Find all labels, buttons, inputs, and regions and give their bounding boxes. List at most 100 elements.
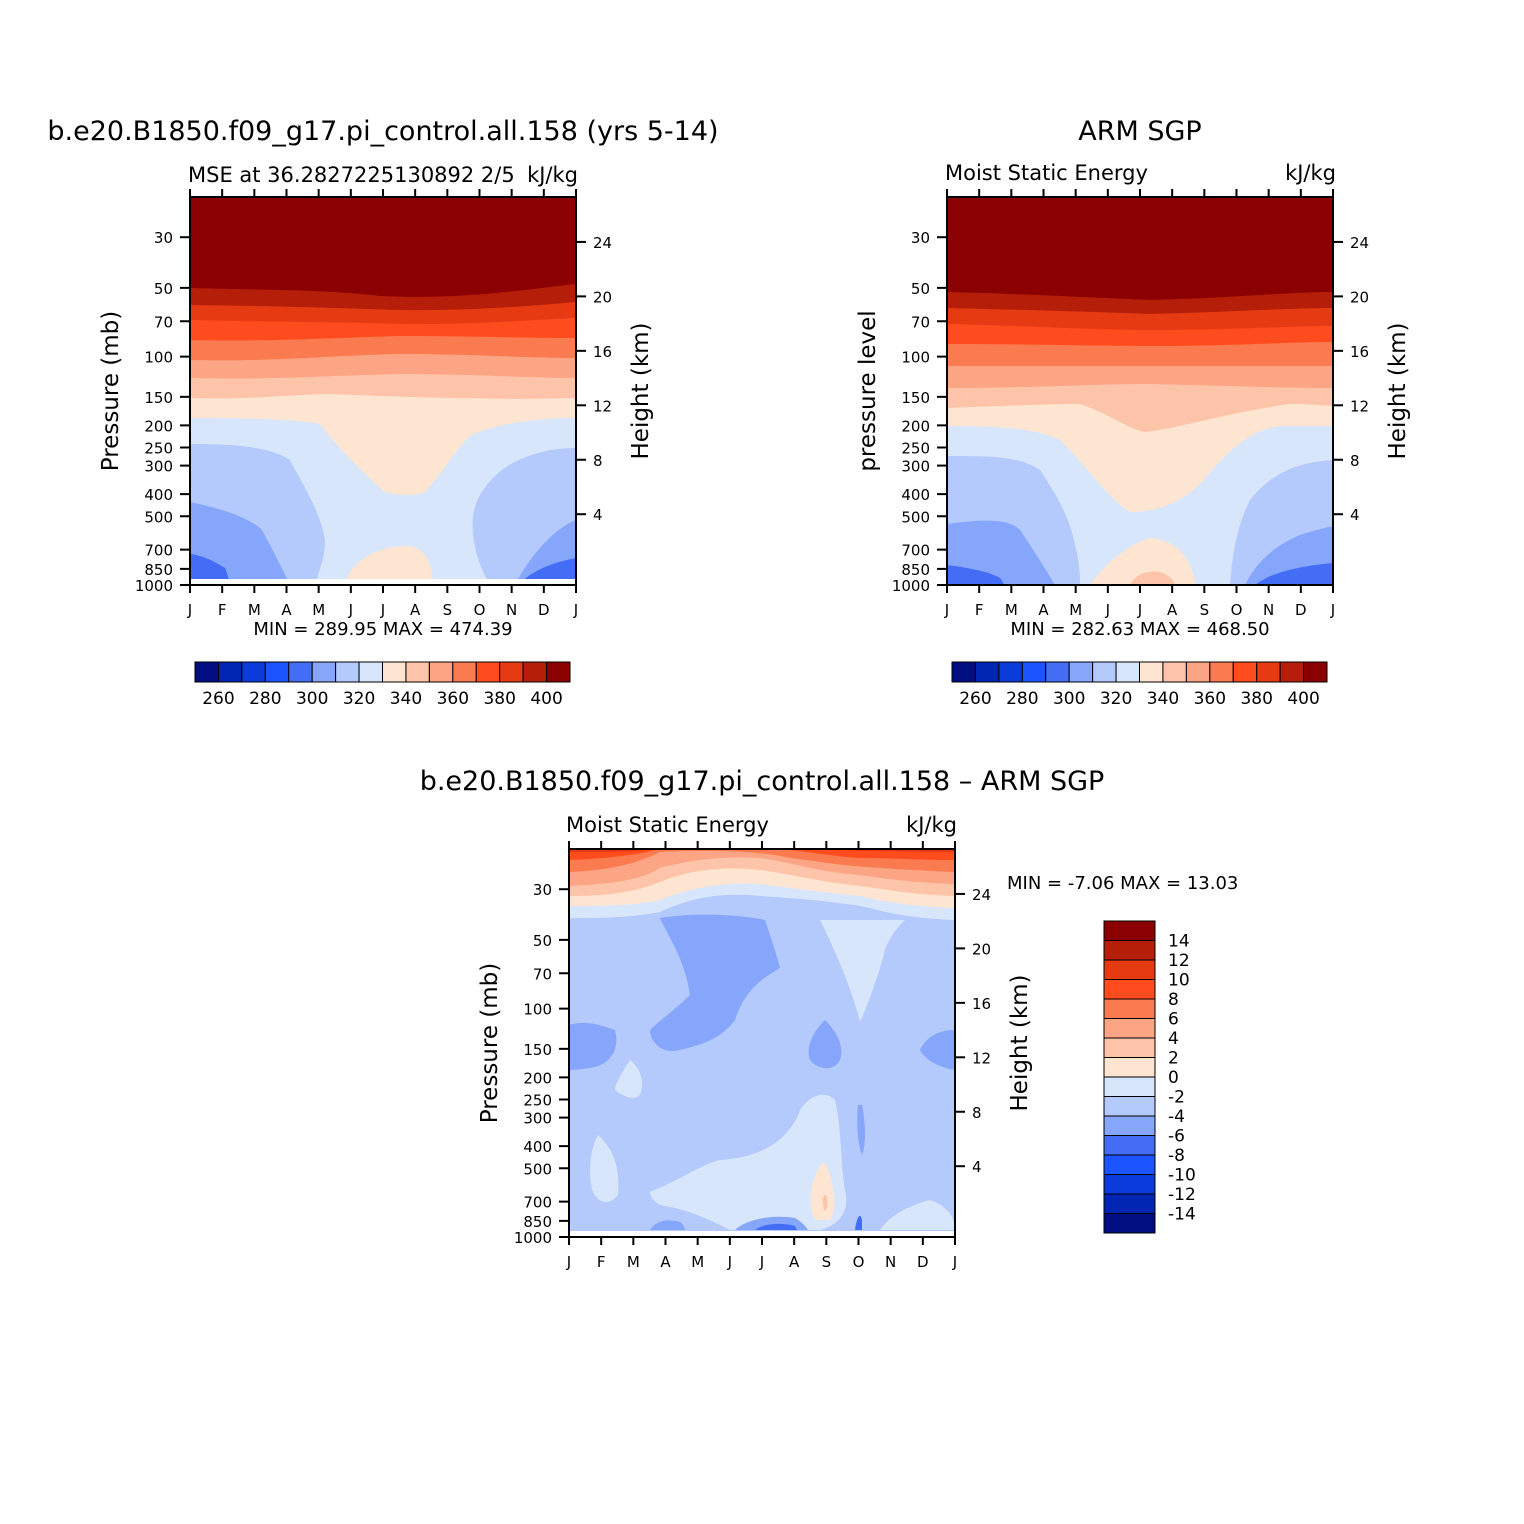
x-tick-label: S: [443, 601, 453, 619]
panel-title: b.e20.B1850.f09_g17.pi_control.all.158 –…: [420, 766, 1105, 797]
y-tick-label: 100: [523, 1001, 552, 1019]
x-tick-label: M: [1005, 601, 1018, 619]
colorbar-swatch: [522, 661, 548, 683]
colorbar-label: 380: [1240, 689, 1272, 709]
y-tick-label: 150: [901, 389, 930, 407]
y2-tick-label: 20: [1350, 288, 1369, 306]
colorbar-label: 0: [1168, 1068, 1179, 1088]
y2-tick-label: 16: [1350, 343, 1369, 361]
y-tick-label: 250: [523, 1092, 552, 1110]
x-tick-label: N: [885, 1253, 896, 1271]
colorbar-swatch: [1068, 661, 1094, 683]
y2-tick-label: 8: [593, 452, 603, 470]
y2-axis-label: Height (km): [1385, 322, 1411, 459]
y-tick-label: 1000: [514, 1229, 552, 1247]
colorbar-swatch: [1103, 979, 1156, 1000]
x-tick-label: J: [1330, 601, 1335, 619]
y-tick-label: 100: [901, 349, 930, 367]
x-tick-label: J: [759, 1253, 764, 1271]
panel-model: b.e20.B1850.f09_g17.pi_control.all.158 (…: [47, 116, 718, 709]
y-tick-label: 200: [901, 417, 930, 435]
colorbar-swatch: [1139, 661, 1164, 683]
x-tick-label: O: [1231, 601, 1243, 619]
x-tick-label: S: [1200, 601, 1210, 619]
x-tick-label: J: [380, 601, 385, 619]
colorbar-swatch: [1103, 1037, 1156, 1058]
colorbar-label: -4: [1168, 1107, 1185, 1127]
colorbar-swatch: [311, 661, 337, 683]
x-tick-label: A: [789, 1253, 800, 1271]
x-tick-label: M: [312, 601, 325, 619]
contour-field: [190, 197, 576, 585]
y-axis-label: Pressure (mb): [477, 963, 503, 1123]
colorbar-swatch: [1021, 661, 1047, 683]
x-tick-label: J: [566, 1253, 571, 1271]
colorbar-label: 340: [1147, 689, 1179, 709]
colorbar-label: -8: [1168, 1146, 1185, 1166]
colorbar-swatch: [241, 661, 266, 683]
x-tick-label: J: [952, 1253, 957, 1271]
x-tick-label: S: [822, 1253, 832, 1271]
x-tick-label: N: [506, 601, 517, 619]
x-tick-label: M: [627, 1253, 640, 1271]
x-tick-label: A: [410, 601, 421, 619]
colorbar-swatch: [974, 661, 1000, 683]
x-tick-label: J: [1105, 601, 1110, 619]
y-tick-label: 50: [154, 280, 173, 298]
x-tick-label: D: [538, 601, 550, 619]
colorbar-swatch: [951, 661, 976, 683]
y2-tick-label: 12: [972, 1049, 991, 1067]
x-tick-label: O: [853, 1253, 865, 1271]
colorbar-swatch: [1209, 661, 1234, 683]
y2-tick-label: 16: [593, 343, 612, 361]
y-tick-label: 400: [144, 486, 173, 504]
y2-tick-label: 16: [972, 995, 991, 1013]
colorbar-swatch: [546, 661, 571, 683]
y-tick-label: 850: [523, 1213, 552, 1231]
x-tick-label: J: [348, 601, 353, 619]
colorbar-swatch: [1092, 661, 1117, 683]
min-max-label: MIN = 282.63 MAX = 468.50: [1010, 619, 1269, 640]
y-tick-label: 500: [901, 508, 930, 526]
colorbar-swatch: [1115, 661, 1140, 683]
colorbar-label: 280: [1006, 689, 1038, 709]
colorbar-label: 260: [959, 689, 991, 709]
y2-tick-label: 12: [593, 397, 612, 415]
colorbar-swatch: [1103, 1057, 1156, 1078]
panel-subtitle-left: Moist Static Energy: [566, 813, 769, 837]
y2-tick-label: 4: [1350, 506, 1360, 524]
panel-subtitle-right: kJ/kg: [906, 813, 957, 837]
x-tick-label: A: [660, 1253, 671, 1271]
colorbar-swatch: [335, 661, 360, 683]
y-tick-label: 700: [901, 542, 930, 560]
contour-field: [947, 197, 1333, 585]
colorbar-label: 360: [1194, 689, 1226, 709]
panel-subtitle-right: kJ/kg: [1285, 161, 1336, 185]
y-tick-label: 100: [144, 349, 173, 367]
colorbar-swatch: [1185, 661, 1211, 683]
colorbar-swatch: [1103, 1174, 1156, 1195]
colorbar-label: 300: [1053, 689, 1085, 709]
y-tick-label: 850: [901, 561, 930, 579]
colorbar-swatch: [1103, 1096, 1156, 1117]
x-tick-label: M: [1069, 601, 1082, 619]
y-tick-label: 50: [911, 280, 930, 298]
colorbar: 260 280 300 320 340 360 380 400: [194, 661, 571, 709]
x-tick-label: F: [975, 601, 984, 619]
colorbar-swatch: [217, 661, 243, 683]
colorbar-swatch: [1103, 1213, 1156, 1234]
colorbar-swatch: [1103, 940, 1156, 961]
y2-tick-label: 20: [972, 940, 991, 958]
colorbar-label: 14: [1168, 932, 1190, 952]
colorbar-swatch: [264, 661, 290, 683]
colorbar-label: -2: [1168, 1088, 1185, 1108]
colorbar-label: -6: [1168, 1127, 1185, 1147]
colorbar-swatch: [1162, 661, 1187, 683]
colorbar-swatch: [288, 661, 313, 683]
x-tick-label: J: [573, 601, 578, 619]
colorbar-swatch: [1232, 661, 1258, 683]
y-tick-label: 30: [533, 881, 552, 899]
colorbar-swatch: [475, 661, 501, 683]
